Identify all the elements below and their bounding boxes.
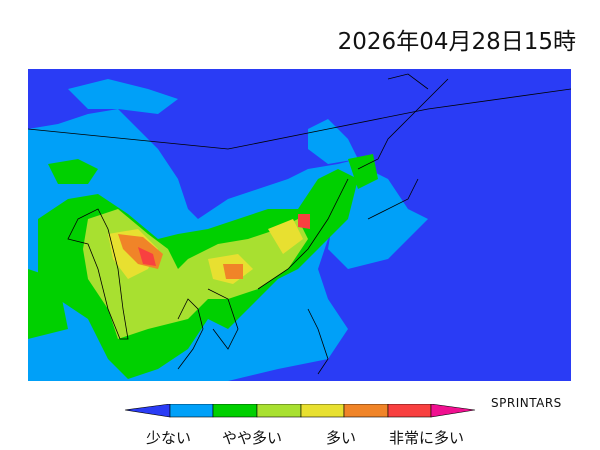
scale-low-triangle xyxy=(124,404,171,418)
scale-segment-2 xyxy=(212,404,258,418)
color-scale-bar xyxy=(124,404,476,418)
legend-label-very-high: 非常に多い xyxy=(389,429,465,447)
legend-label-low: 少ない xyxy=(146,429,192,447)
legend-label-slightly-high: やや多い xyxy=(222,429,283,447)
scale-high-triangle xyxy=(430,404,476,418)
red-regions xyxy=(138,214,310,266)
scale-segment-4 xyxy=(300,404,345,418)
scale-segment-3 xyxy=(256,404,302,418)
legend-label-high: 多い xyxy=(326,429,357,447)
scale-segment-5 xyxy=(343,404,389,418)
scale-segment-6 xyxy=(387,404,432,418)
aerosol-map xyxy=(28,69,571,381)
coastlines xyxy=(28,73,571,375)
scale-segment-1 xyxy=(169,404,214,418)
sprintars-brand: SPRINTARS xyxy=(491,396,562,410)
forecast-datetime: 2026年04月28日15時 xyxy=(337,29,576,55)
